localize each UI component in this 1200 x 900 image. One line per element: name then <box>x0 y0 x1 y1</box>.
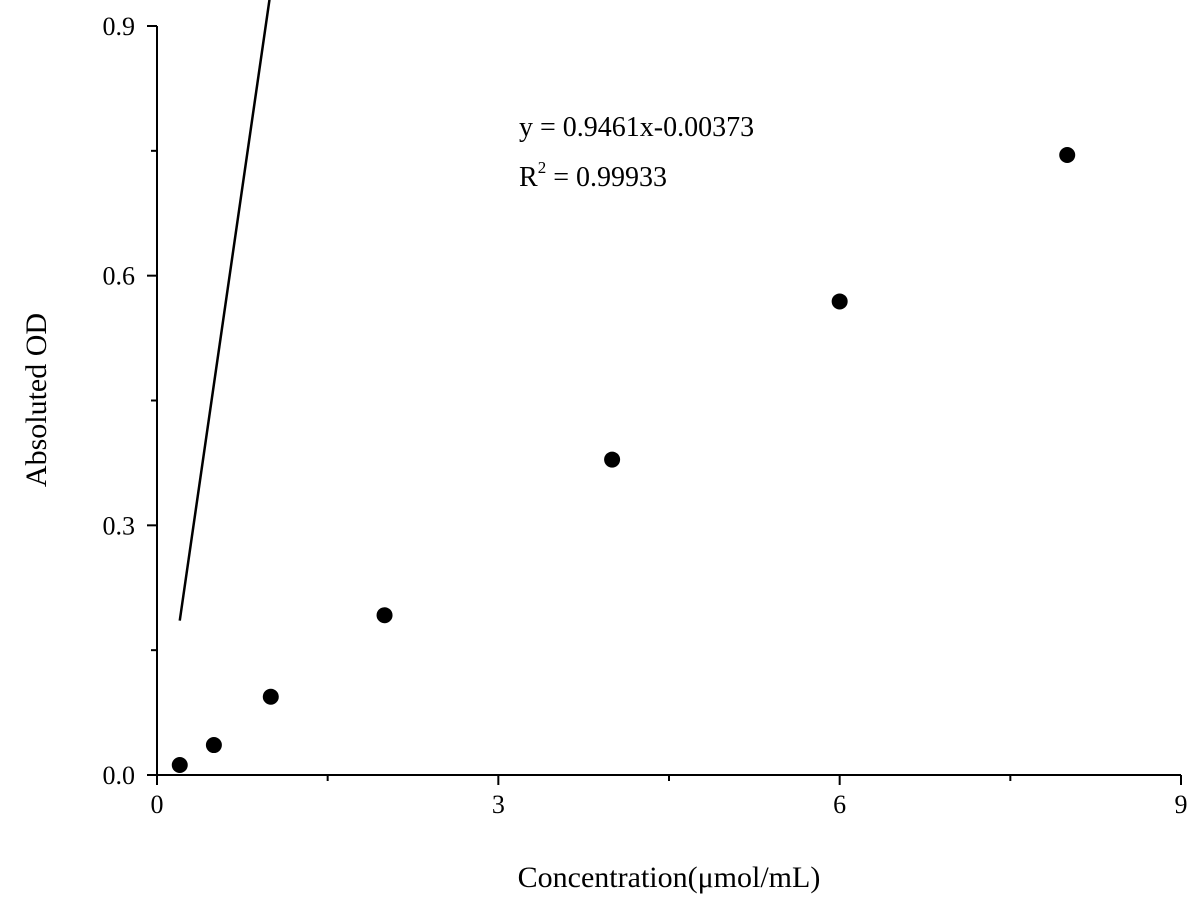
data-point <box>205 737 222 754</box>
r-squared-label: R <box>519 162 538 193</box>
r-squared-value: = 0.99933 <box>546 162 667 193</box>
data-point <box>262 688 279 705</box>
x-tick-label: 3 <box>492 790 505 819</box>
tick-labels: 0 3 6 9 0.0 0.3 0.6 0.9 <box>103 12 1188 819</box>
y-axis-label: Absoluted OD <box>20 313 53 487</box>
data-point <box>1059 146 1076 163</box>
data-point <box>376 607 393 624</box>
data-point <box>604 451 621 468</box>
fit-equation: y = 0.9461x-0.00373 <box>519 112 754 143</box>
data-point <box>171 757 188 774</box>
x-tick-label: 9 <box>1175 790 1188 819</box>
y-tick-label: 0.3 <box>103 511 136 540</box>
fit-line-group <box>178 0 271 621</box>
y-tick-label: 0.6 <box>103 262 136 291</box>
fit-line <box>178 0 271 621</box>
data-point <box>831 293 848 310</box>
data-points <box>171 146 1076 774</box>
r-squared-sup: 2 <box>538 158 547 177</box>
x-tick-label: 6 <box>833 790 846 819</box>
y-tick-label: 0.9 <box>103 12 136 41</box>
ticks <box>147 25 1182 785</box>
r-squared: R2 = 0.99933 <box>519 158 667 193</box>
x-axis-label: Concentration(μmol/mL) <box>518 861 821 894</box>
x-tick-label: 0 <box>151 790 164 819</box>
y-tick-label: 0.0 <box>103 761 136 790</box>
